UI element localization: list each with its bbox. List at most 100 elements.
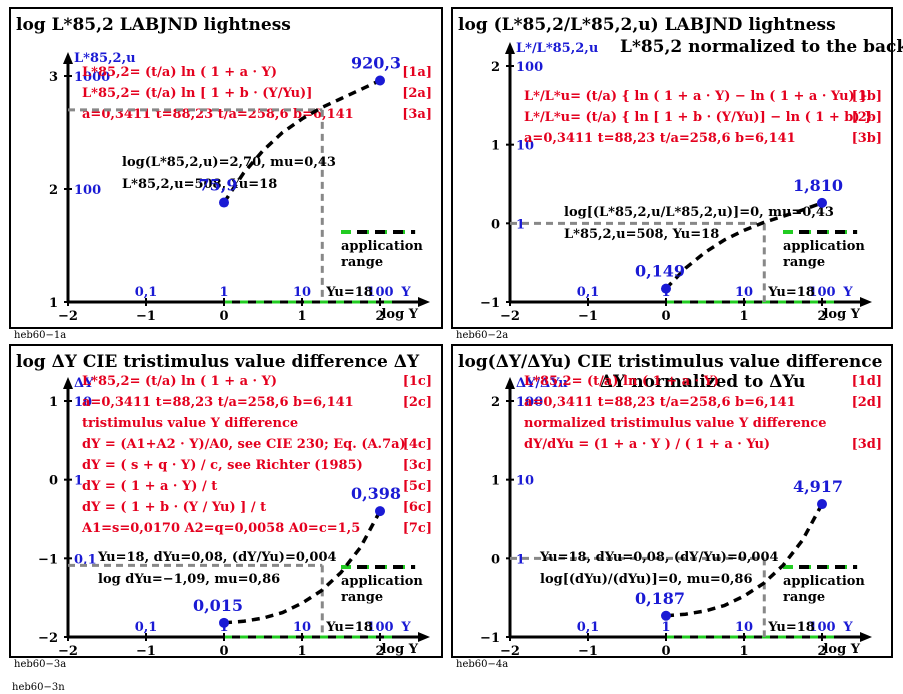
x-blue-tick-label: 100 bbox=[808, 620, 835, 635]
y-blue-tick-label: 100 bbox=[74, 183, 101, 198]
panel-code: heb60−3a bbox=[14, 659, 66, 670]
x-tick-label: 2 bbox=[817, 644, 826, 659]
x-blue-tick-label: 0,1 bbox=[577, 285, 600, 300]
x-tick-label: 1 bbox=[739, 644, 748, 659]
end-value-label: 0,398 bbox=[351, 484, 401, 503]
x-tick-label: 2 bbox=[375, 644, 384, 659]
y-tick-label: 0 bbox=[491, 217, 500, 232]
start-value-label: 75,9 bbox=[199, 176, 238, 195]
y-tick-label: −2 bbox=[38, 631, 58, 646]
formula-text: normalized tristimulus value Y differenc… bbox=[524, 416, 827, 431]
chart-panel-2: log (L*85,2/L*85,2,u) LABJND lightness L*… bbox=[451, 7, 903, 341]
end-point bbox=[817, 197, 827, 208]
y-tick-label: −1 bbox=[480, 296, 500, 311]
y-tick-label: −1 bbox=[480, 631, 500, 646]
x-tick-label: −2 bbox=[58, 309, 78, 324]
x-blue-tick-label: Y bbox=[842, 285, 853, 300]
panel-title: log(ΔY/ΔYu) CIE tristimulus value differ… bbox=[458, 352, 883, 372]
application-range-label: range bbox=[341, 590, 383, 605]
start-point bbox=[219, 617, 229, 628]
y-tick-label: 1 bbox=[491, 474, 500, 489]
formula-text: tristimulus value Y difference bbox=[82, 416, 298, 431]
formula-ref: [3b] bbox=[852, 131, 882, 146]
start-value-label: 0,015 bbox=[193, 596, 243, 615]
start-point bbox=[219, 197, 229, 208]
yu-label: Yu=18 bbox=[325, 285, 373, 300]
application-range-label: range bbox=[783, 255, 825, 270]
x-tick-label: 1 bbox=[297, 309, 306, 324]
formula-text: dY/dYu = (1 + a · Y ) / ( 1 + a · Yu) bbox=[524, 437, 770, 452]
x-axis-arrow bbox=[860, 297, 872, 307]
formula-ref: [6c] bbox=[403, 500, 432, 515]
series-line bbox=[664, 201, 823, 290]
formula-ref: [2d] bbox=[852, 395, 882, 410]
y-blue-tick-label: 1000 bbox=[74, 70, 110, 85]
x-axis-arrow bbox=[860, 632, 872, 642]
y-tick-label: 2 bbox=[49, 183, 58, 198]
panel-subtitle: ΔY normalized to ΔYu bbox=[600, 372, 805, 392]
formula-ref: [7c] bbox=[403, 521, 432, 536]
formula-ref: [1d] bbox=[852, 374, 882, 389]
formula-text: L*85,2= (t/a) ln ( 1 + a · Y) bbox=[82, 374, 277, 389]
x-blue-tick-label: 0,1 bbox=[135, 620, 158, 635]
x-blue-tick-label: Y bbox=[400, 285, 411, 300]
x-tick-label: 0 bbox=[219, 309, 228, 324]
panel-title: log L*85,2 LABJND lightness bbox=[16, 15, 291, 35]
chart-panel-4: log(ΔY/ΔYu) CIE tristimulus value differ… bbox=[451, 344, 893, 670]
panel-title: log ΔY CIE tristimulus value difference … bbox=[16, 352, 420, 372]
x-blue-tick-label: 100 bbox=[808, 285, 835, 300]
y-tick-label: 2 bbox=[491, 395, 500, 410]
formula-ref: [1c] bbox=[403, 374, 432, 389]
series-line bbox=[222, 78, 381, 204]
yu-label: Yu=18 bbox=[325, 620, 373, 635]
y-axis-arrow bbox=[505, 42, 515, 54]
application-range-label: range bbox=[783, 590, 825, 605]
x-tick-label: 1 bbox=[739, 309, 748, 324]
end-value-label: 4,917 bbox=[793, 477, 843, 496]
start-point bbox=[661, 283, 671, 294]
y-tick-label: 0 bbox=[49, 474, 58, 489]
start-value-label: 0,149 bbox=[635, 262, 685, 281]
formula-text: L*/L*u= (t/a) { ln [ 1 + b · (Y/Yu)] − l… bbox=[524, 110, 872, 125]
y-axis-top-label: ΔY/ΔYu bbox=[516, 376, 568, 391]
x-tick-label: −1 bbox=[578, 309, 598, 324]
formula-ref: [1b] bbox=[852, 89, 882, 104]
x-axis-arrow bbox=[418, 297, 430, 307]
formula-ref: [4c] bbox=[403, 437, 432, 452]
x-blue-tick-label: 100 bbox=[366, 620, 393, 635]
panel-title: log (L*85,2/L*85,2,u) LABJND lightness bbox=[458, 15, 836, 35]
y-axis-top-label: L*85,2,u bbox=[74, 51, 136, 66]
y-blue-tick-label: 10 bbox=[516, 474, 534, 489]
x-blue-tick-label: 0,1 bbox=[135, 285, 158, 300]
application-range-label: application bbox=[783, 574, 865, 589]
x-tick-label: −1 bbox=[136, 644, 156, 659]
note-text: log[(dYu)/(dYu)]=0, mu=0,86 bbox=[540, 572, 753, 587]
y-blue-tick-label: 1 bbox=[516, 217, 525, 232]
x-tick-label: 0 bbox=[661, 309, 670, 324]
x-tick-label: 0 bbox=[219, 644, 228, 659]
x-tick-label: −1 bbox=[578, 644, 598, 659]
application-range-label: range bbox=[341, 255, 383, 270]
y-axis-top-label: L*/L*85,2,u bbox=[516, 41, 598, 56]
formula-ref: [5c] bbox=[403, 479, 432, 494]
panel-border bbox=[451, 7, 893, 329]
formula-text: a=0,3411 t=88,23 t/a=258,6 b=6,141 bbox=[524, 395, 796, 410]
x-blue-tick-label: 1 bbox=[661, 620, 670, 635]
note-text: log(L*85,2,u)=2,70, mu=0,43 bbox=[122, 155, 336, 170]
formula-text: dY = ( s + q · Y) / c, see Richter (1985… bbox=[82, 458, 363, 473]
formula-text: L*85,2= (t/a) ln ( 1 + a · Y) bbox=[524, 374, 719, 389]
y-blue-tick-label: 0,1 bbox=[74, 552, 97, 567]
note-text: L*85,2,u=508, Yu=18 bbox=[122, 177, 277, 192]
x-tick-label: −2 bbox=[500, 644, 520, 659]
x-tick-label: 1 bbox=[297, 644, 306, 659]
formula-ref: [2b] bbox=[852, 110, 882, 125]
chart-panel-3: log ΔY CIE tristimulus value difference … bbox=[9, 344, 443, 670]
x-blue-tick-label: 1 bbox=[219, 285, 228, 300]
end-value-label: 1,810 bbox=[793, 176, 843, 195]
x-blue-tick-label: 10 bbox=[735, 620, 753, 635]
yu-label: Yu=18 bbox=[767, 620, 815, 635]
yu-label: Yu=18 bbox=[767, 285, 815, 300]
x-tick-label: 2 bbox=[817, 309, 826, 324]
x-tick-label: −2 bbox=[500, 309, 520, 324]
